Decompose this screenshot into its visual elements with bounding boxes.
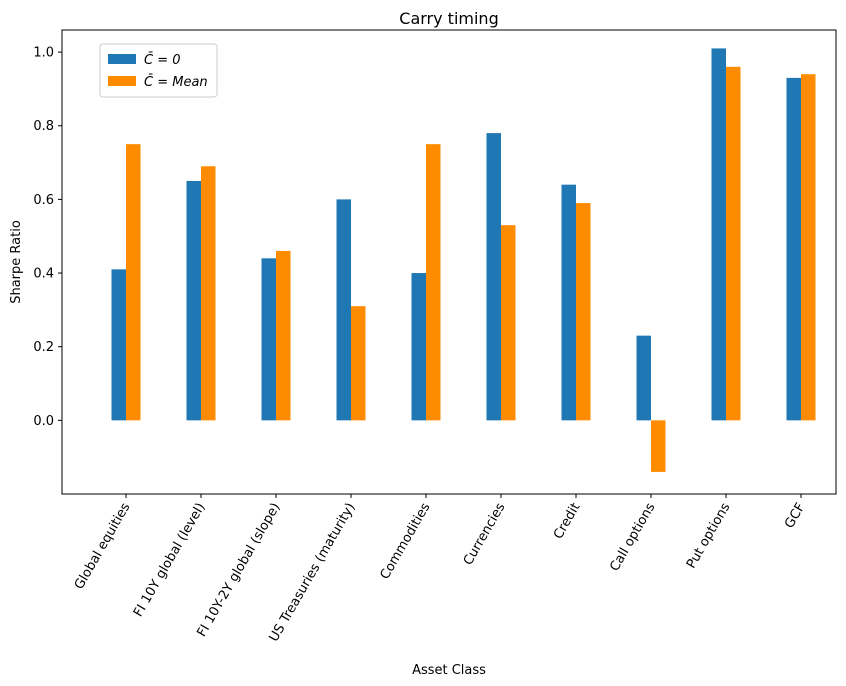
plot-area xyxy=(111,48,816,472)
y-axis: 0.0 0.2 0.4 0.6 0.8 1.0 xyxy=(33,46,62,429)
x-tick-label-2: FI 10Y-2Y global (slope) xyxy=(195,501,284,640)
x-tick-label-6: Credit xyxy=(551,501,584,542)
bar-c-mean-1 xyxy=(201,166,216,421)
bar-c-zero-3 xyxy=(336,199,351,421)
x-axis-label: Asset Class xyxy=(412,663,486,678)
bar-c-mean-5 xyxy=(501,225,516,421)
bar-c-mean-2 xyxy=(276,250,291,421)
bar-c-mean-7 xyxy=(651,420,666,472)
legend-swatch-c-zero xyxy=(108,54,136,64)
legend: C̄ = 0 C̄ = Mean xyxy=(99,43,218,98)
plot-frame xyxy=(61,29,837,495)
y-axis-label: Sharpe Ratio xyxy=(9,220,24,304)
x-tick-label-0: Global equities xyxy=(72,500,134,592)
y-tick-label-2: 0.4 xyxy=(33,267,54,282)
bar-c-zero-8 xyxy=(711,48,726,421)
bar-c-zero-7 xyxy=(636,335,651,421)
bar-c-zero-1 xyxy=(186,180,201,421)
bar-c-zero-9 xyxy=(786,77,801,421)
bar-c-zero-2 xyxy=(261,258,276,421)
bar-c-mean-8 xyxy=(726,66,741,421)
bar-c-mean-0 xyxy=(126,144,141,421)
x-tick-label-1: FI 10Y global (level) xyxy=(131,501,208,620)
bar-c-zero-0 xyxy=(111,269,126,421)
y-tick-label-0: 0.0 xyxy=(33,414,54,429)
x-tick-label-5: Currencies xyxy=(461,500,509,568)
y-tick-label-4: 0.8 xyxy=(33,119,54,134)
bar-c-mean-3 xyxy=(351,306,366,421)
legend-swatch-c-mean xyxy=(108,76,136,86)
x-tick-label-7: Call options xyxy=(607,500,658,574)
x-tick-label-3: US Treasuries (maturity) xyxy=(267,501,359,645)
x-tick-label-9: GCF xyxy=(782,501,808,532)
bar-c-zero-6 xyxy=(561,184,576,421)
bar-c-mean-6 xyxy=(576,203,591,421)
bar-c-mean-9 xyxy=(801,74,816,421)
bar-c-zero-5 xyxy=(486,133,501,421)
legend-label-c-zero: C̄ = 0 xyxy=(144,53,181,68)
y-tick-label-1: 0.2 xyxy=(33,340,54,355)
bar-c-zero-4 xyxy=(411,273,426,421)
chart-title: Carry timing xyxy=(399,9,498,28)
y-tick-label-5: 1.0 xyxy=(33,46,54,61)
bar-c-mean-4 xyxy=(426,144,441,421)
y-tick-label-3: 0.6 xyxy=(33,193,54,208)
legend-label-c-mean: C̄ = Mean xyxy=(144,75,208,90)
x-tick-label-8: Put options xyxy=(684,500,734,571)
x-tick-label-4: Commodities xyxy=(378,500,434,582)
